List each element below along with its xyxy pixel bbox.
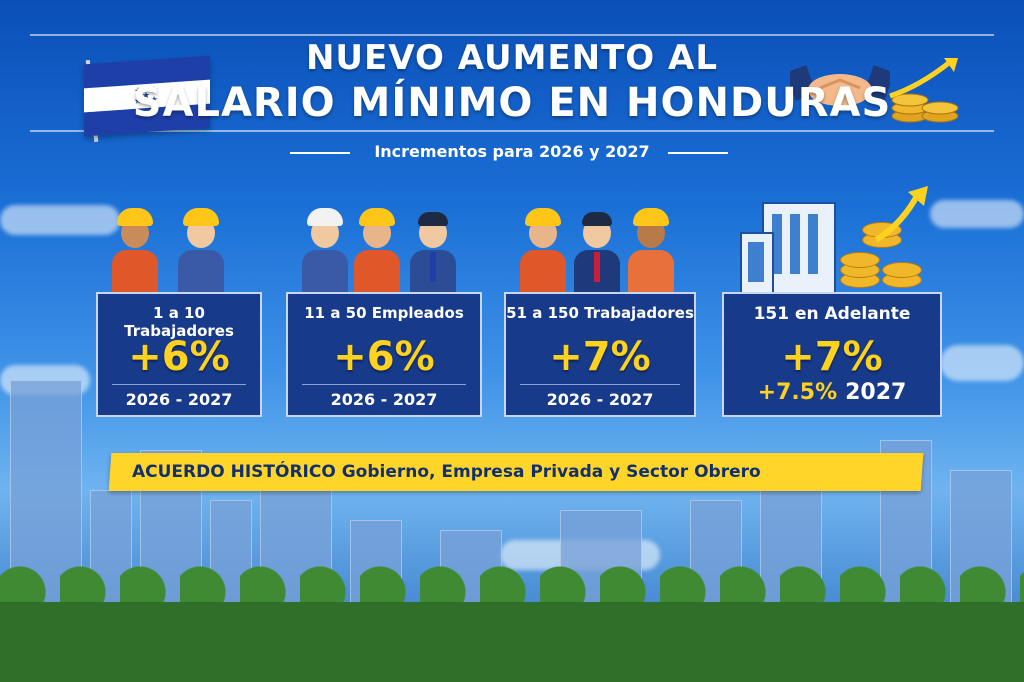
worker-icon [352, 200, 402, 294]
workers-illustration [286, 192, 482, 294]
cloud [0, 205, 120, 235]
building-icon [762, 202, 836, 294]
workers-illustration [504, 192, 696, 294]
worker-icon [110, 200, 160, 294]
trees-base [0, 602, 1024, 682]
title-line-1: NUEVO AUMENTO AL [305, 38, 719, 78]
subtitle: Incrementos para 2026 y 2027 [374, 142, 650, 161]
worker-icon [626, 200, 676, 294]
card-11-50-employees: 11 a 50 Empleados +6% 2026 - 2027 [286, 192, 482, 422]
businessman-icon [408, 200, 458, 294]
agreement-banner-text: ACUERDO HISTÓRICO Gobierno, Empresa Priv… [132, 462, 761, 482]
frame-line-bottom [30, 130, 994, 132]
card-label: 151 en Adelante [753, 304, 911, 324]
cloud [930, 200, 1024, 228]
card-panel: 1 a 10 Trabajadores +6% 2026 - 2027 [96, 292, 262, 417]
card-51-150-workers: 51 a 150 Trabajadores +7% 2026 - 2027 [504, 192, 696, 422]
card-percent: +7% [549, 334, 651, 380]
businessman-icon [572, 200, 622, 294]
worker-icon [300, 200, 350, 294]
card-151-plus: 151 en Adelante +7% +7.5% 2027 [722, 186, 942, 422]
workers-illustration [96, 192, 262, 294]
card-years: 2026 - 2027 [330, 390, 438, 409]
card-panel: 11 a 50 Empleados +6% 2026 - 2027 [286, 292, 482, 417]
card-years: 2026 - 2027 [125, 390, 233, 409]
card-percent: +7% [781, 334, 883, 380]
growth-arrow-icon [874, 186, 928, 243]
card-1-10-workers: 1 a 10 Trabajadores +6% 2026 - 2027 [96, 192, 262, 422]
card-label: 1 a 10 Trabajadores [124, 304, 234, 340]
card-percent: +6% [128, 334, 230, 380]
card-panel: 51 a 150 Trabajadores +7% 2026 - 2027 [504, 292, 696, 417]
building-icon [740, 232, 774, 294]
card-panel: 151 en Adelante +7% +7.5% 2027 [722, 292, 942, 417]
worker-icon [518, 200, 568, 294]
subtitle-rule-left [290, 152, 350, 154]
coins-growth-icon [880, 56, 970, 128]
title-line-2: SALARIO MÍNIMO EN HONDURAS [132, 80, 892, 126]
card-years: 2026 - 2027 [546, 390, 654, 409]
card-label: 11 a 50 Empleados [304, 304, 464, 322]
frame-line-top [30, 34, 994, 36]
card-percent: +6% [333, 334, 435, 380]
cloud [940, 345, 1024, 381]
worker-icon [176, 200, 226, 294]
card-label: 51 a 150 Trabajadores [506, 304, 694, 322]
building-illustration [722, 186, 942, 294]
subtitle-rule-right [668, 152, 728, 154]
card-years: 2027 [845, 380, 907, 405]
title: NUEVO AUMENTO AL SALARIO MÍNIMO EN HONDU… [0, 38, 1024, 126]
card-percent-2027: +7.5% [757, 380, 838, 405]
card-years-row: +7.5% 2027 [724, 380, 940, 405]
handshake-icon [785, 58, 895, 118]
